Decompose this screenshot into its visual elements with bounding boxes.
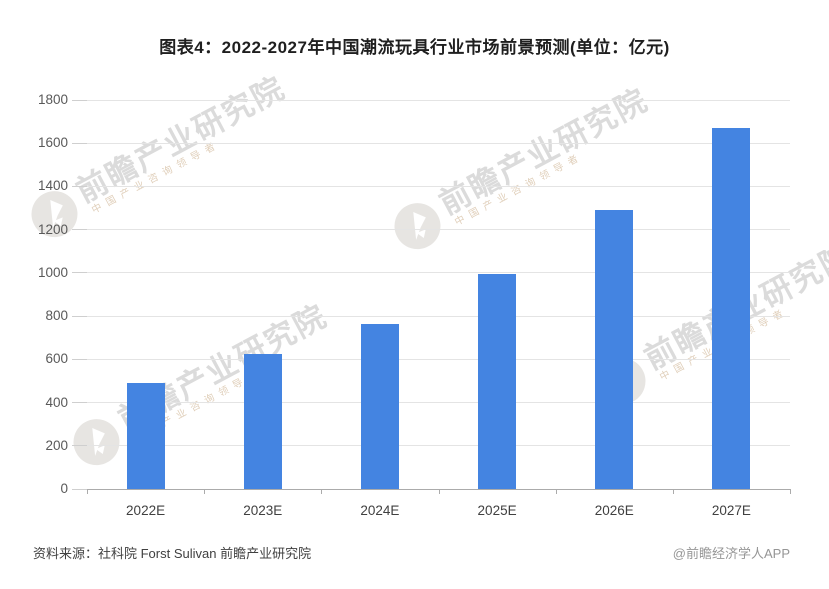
x-axis-tick: [321, 489, 323, 494]
watermark: 前瞻产业研究院中国产业咨询领导者: [65, 298, 338, 473]
bar-2026E: [595, 210, 634, 489]
y-axis-label: 0: [60, 481, 68, 496]
x-axis-label: 2024E: [360, 503, 400, 518]
gridline: [87, 229, 790, 231]
y-axis-tick: [72, 185, 87, 187]
gridline: [87, 402, 790, 404]
x-axis-tick: [555, 489, 557, 494]
bar-2022E: [126, 383, 165, 489]
y-axis-label: 1800: [37, 92, 68, 107]
bar-2025E: [478, 273, 517, 489]
y-axis-tick: [72, 488, 87, 490]
x-axis-label: 2022E: [126, 503, 166, 518]
x-axis-label: 2027E: [711, 503, 751, 518]
x-axis-label: 2023E: [243, 503, 283, 518]
source-note: 资料来源：社科院 Forst Sulivan 前瞻产业研究院: [33, 546, 312, 561]
watermark-text: 前瞻产业研究院: [70, 69, 291, 210]
y-axis-tick: [72, 272, 87, 274]
y-axis-label: 1400: [37, 178, 68, 194]
y-axis-tick: [72, 229, 87, 231]
bar-2027E: [712, 128, 751, 489]
chart-title: 图表4：2022-2027年中国潮流玩具行业市场前景预测(单位：亿元): [159, 38, 670, 57]
y-axis-label: 400: [45, 394, 68, 410]
gridline: [87, 445, 790, 447]
x-axis-label: 2026E: [594, 503, 634, 518]
y-axis-tick: [72, 358, 87, 360]
y-axis-label: 1000: [37, 264, 68, 280]
y-axis-tick: [72, 445, 87, 447]
bar-2024E: [360, 323, 399, 489]
y-axis-label: 200: [45, 437, 68, 453]
credit-note: @前瞻经济学人APP: [672, 546, 790, 561]
y-axis-tick: [72, 142, 87, 144]
y-axis-label: 1600: [37, 135, 68, 151]
x-axis-label: 2025E: [477, 503, 517, 518]
y-axis-tick: [72, 402, 87, 404]
x-axis-tick: [790, 489, 791, 494]
y-axis-tick: [72, 99, 87, 101]
watermark-subtext: 中国产业咨询领导者: [90, 138, 223, 217]
gridline: [87, 315, 790, 317]
gridline: [87, 99, 790, 101]
gridline: [87, 185, 790, 187]
watermark-text: 前瞻产业研究院: [433, 81, 654, 222]
x-axis-tick: [87, 489, 88, 494]
watermark-logo-icon: [73, 419, 120, 466]
gridline: [87, 358, 790, 360]
gridline: [87, 142, 790, 144]
gridline: [87, 272, 790, 274]
x-axis-tick: [438, 489, 440, 494]
y-axis-tick: [72, 315, 87, 317]
x-axis-tick: [672, 489, 674, 494]
watermark-logo-icon: [394, 203, 441, 250]
bar-2023E: [243, 353, 282, 489]
y-axis-label: 800: [45, 308, 68, 324]
y-axis-label: 600: [45, 351, 68, 367]
x-axis-tick: [204, 489, 206, 494]
y-axis-label: 1200: [37, 221, 68, 237]
